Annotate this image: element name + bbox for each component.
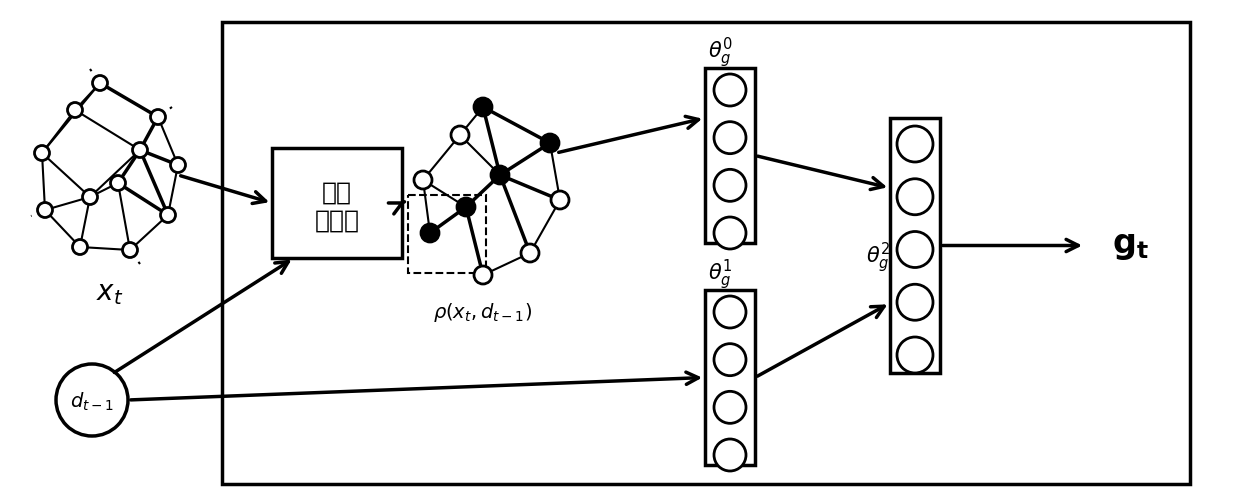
- Text: $\theta_g^0$: $\theta_g^0$: [708, 36, 733, 70]
- Circle shape: [491, 166, 508, 184]
- Circle shape: [150, 109, 165, 124]
- Text: 传感器: 传感器: [315, 209, 360, 233]
- Text: $x_t$: $x_t$: [97, 279, 124, 307]
- Circle shape: [133, 143, 148, 157]
- Circle shape: [474, 98, 492, 116]
- Circle shape: [897, 126, 932, 162]
- Circle shape: [458, 198, 475, 216]
- Bar: [890, 118, 940, 373]
- Circle shape: [714, 217, 746, 249]
- Bar: [408, 195, 486, 273]
- Circle shape: [521, 244, 539, 262]
- Text: $\rho(x_t, d_{t-1})$: $\rho(x_t, d_{t-1})$: [434, 301, 532, 325]
- Circle shape: [110, 175, 125, 191]
- Circle shape: [123, 242, 138, 258]
- Bar: [222, 22, 1190, 484]
- Circle shape: [72, 239, 88, 255]
- Circle shape: [714, 169, 746, 201]
- Circle shape: [56, 364, 128, 436]
- Circle shape: [714, 296, 746, 328]
- Circle shape: [551, 191, 569, 209]
- Circle shape: [714, 121, 746, 154]
- Circle shape: [897, 337, 932, 373]
- Circle shape: [714, 344, 746, 375]
- Circle shape: [474, 266, 492, 284]
- Bar: [272, 148, 402, 258]
- Circle shape: [897, 284, 932, 320]
- Circle shape: [67, 102, 83, 117]
- Circle shape: [714, 439, 746, 471]
- Text: $\theta_g^2$: $\theta_g^2$: [866, 240, 890, 275]
- Circle shape: [171, 157, 186, 172]
- Bar: [706, 68, 755, 243]
- Circle shape: [414, 171, 432, 189]
- Circle shape: [714, 391, 746, 423]
- Text: $d_{t-1}$: $d_{t-1}$: [71, 391, 114, 413]
- Circle shape: [93, 76, 108, 91]
- Circle shape: [83, 190, 98, 205]
- Circle shape: [35, 146, 50, 160]
- Text: 视觉: 视觉: [322, 181, 352, 205]
- Circle shape: [714, 74, 746, 106]
- Circle shape: [451, 126, 469, 144]
- Circle shape: [37, 203, 52, 218]
- Text: $\mathbf{g_t}$: $\mathbf{g_t}$: [1111, 229, 1148, 262]
- Text: $\theta_g^1$: $\theta_g^1$: [708, 258, 732, 292]
- Circle shape: [897, 231, 932, 268]
- Bar: [706, 290, 755, 465]
- Circle shape: [897, 179, 932, 215]
- Circle shape: [541, 134, 559, 152]
- Circle shape: [422, 224, 439, 242]
- Circle shape: [160, 208, 176, 222]
